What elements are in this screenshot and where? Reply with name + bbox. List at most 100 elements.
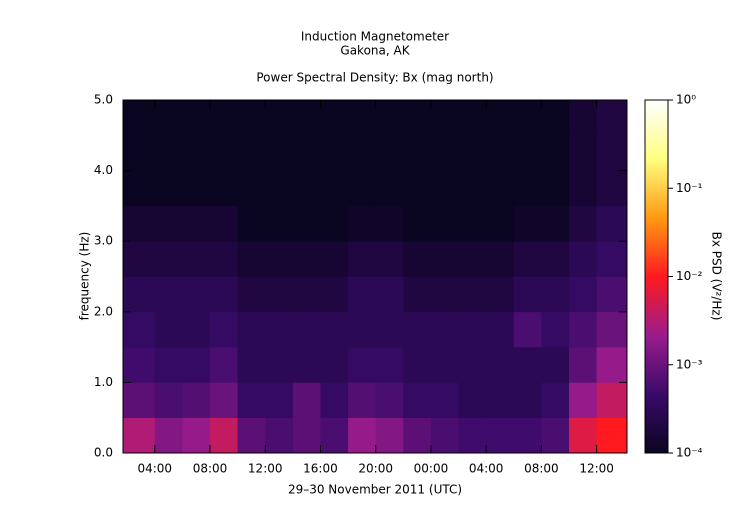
heatmap-cell — [513, 347, 542, 383]
heatmap-cell — [486, 417, 515, 454]
heatmap-cell — [486, 347, 515, 383]
heatmap-cell — [375, 311, 404, 348]
colorbar-tick-label: 10⁻² — [676, 269, 703, 283]
heatmap-cell — [403, 135, 432, 171]
heatmap-cell — [375, 135, 404, 171]
heatmap-cell — [569, 135, 597, 171]
heatmap-cell — [237, 100, 266, 136]
heatmap-cell — [541, 135, 570, 171]
heatmap-cell — [265, 205, 294, 242]
heatmap-cell — [237, 382, 266, 418]
heatmap-cell — [403, 241, 432, 277]
heatmap-cell — [569, 100, 597, 136]
heatmap-cell — [292, 311, 321, 348]
heatmap-cell — [569, 311, 597, 348]
colorbar-label: Bx PSD (V²/Hz) — [710, 232, 724, 321]
heatmap-cell — [403, 347, 432, 383]
heatmap-cell — [320, 205, 349, 242]
heatmap-cell — [458, 205, 487, 242]
heatmap-cell — [237, 347, 266, 383]
colorbar — [644, 99, 669, 454]
heatmap-cell — [265, 135, 294, 171]
heatmap-cell — [348, 382, 376, 418]
heatmap-cell — [430, 311, 459, 348]
heatmap-cell — [123, 170, 156, 207]
heatmap-cell — [541, 417, 570, 454]
heatmap-cell — [209, 135, 238, 171]
heatmap-cell — [182, 382, 211, 418]
heatmap-cell — [569, 417, 597, 454]
y-tick-label: 1.0 — [94, 375, 113, 389]
heatmap — [123, 100, 628, 454]
heatmap-cell — [458, 241, 487, 277]
heatmap-cell — [237, 241, 266, 277]
y-tick-label: 3.0 — [94, 234, 113, 248]
heatmap-cell — [348, 311, 376, 348]
heatmap-cell — [569, 382, 597, 418]
x-tick-label: 12:00 — [579, 462, 614, 476]
heatmap-cell — [237, 417, 266, 454]
heatmap-cell — [265, 241, 294, 277]
heatmap-cell — [375, 417, 404, 454]
heatmap-cell — [513, 276, 542, 313]
heatmap-cell — [486, 100, 515, 136]
heatmap-cell — [541, 347, 570, 383]
heatmap-cell — [237, 311, 266, 348]
heatmap-cell — [486, 276, 515, 313]
heatmap-cell — [154, 417, 183, 454]
heatmap-cell — [182, 170, 211, 207]
heatmap-cell — [320, 241, 349, 277]
heatmap-cell — [209, 276, 238, 313]
heatmap-cell — [123, 311, 156, 348]
x-tick-label: 20:00 — [358, 462, 393, 476]
heatmap-cell — [430, 382, 459, 418]
heatmap-cell — [123, 276, 156, 313]
heatmap-cell — [209, 311, 238, 348]
heatmap-cell — [513, 417, 542, 454]
heatmap-cell — [486, 311, 515, 348]
heatmap-cell — [348, 170, 376, 207]
heatmap-cell — [486, 170, 515, 207]
heatmap-cell — [375, 382, 404, 418]
heatmap-cell — [486, 382, 515, 418]
heatmap-cell — [596, 170, 628, 207]
heatmap-cell — [123, 417, 156, 454]
x-tick-label: 16:00 — [303, 462, 338, 476]
heatmap-cell — [541, 382, 570, 418]
heatmap-cell — [375, 100, 404, 136]
heatmap-cell — [237, 205, 266, 242]
heatmap-cell — [430, 241, 459, 277]
heatmap-cell — [209, 241, 238, 277]
heatmap-cell — [486, 205, 515, 242]
heatmap-cell — [182, 100, 211, 136]
heatmap-cell — [541, 170, 570, 207]
heatmap-cell — [403, 170, 432, 207]
heatmap-cell — [292, 170, 321, 207]
heatmap-cell — [348, 347, 376, 383]
heatmap-cell — [458, 311, 487, 348]
heatmap-cell — [430, 170, 459, 207]
x-tick-label: 00:00 — [414, 462, 449, 476]
heatmap-cell — [458, 100, 487, 136]
heatmap-cell — [154, 135, 183, 171]
heatmap-cell — [375, 241, 404, 277]
heatmap-cell — [569, 347, 597, 383]
heatmap-cell — [182, 135, 211, 171]
heatmap-cell — [265, 276, 294, 313]
heatmap-cell — [209, 100, 238, 136]
heatmap-cell — [154, 382, 183, 418]
heatmap-cell — [123, 382, 156, 418]
heatmap-cell — [513, 241, 542, 277]
heatmap-cell — [182, 417, 211, 454]
heatmap-cell — [154, 347, 183, 383]
heatmap-cell — [430, 100, 459, 136]
heatmap-cell — [320, 347, 349, 383]
heatmap-cell — [596, 241, 628, 277]
heatmap-cell — [154, 241, 183, 277]
x-tick-label: 12:00 — [248, 462, 283, 476]
y-tick-label: 4.0 — [94, 163, 113, 177]
heatmap-cell — [513, 311, 542, 348]
heatmap-cell — [486, 135, 515, 171]
y-tick-label: 5.0 — [94, 93, 113, 107]
heatmap-cell — [348, 241, 376, 277]
